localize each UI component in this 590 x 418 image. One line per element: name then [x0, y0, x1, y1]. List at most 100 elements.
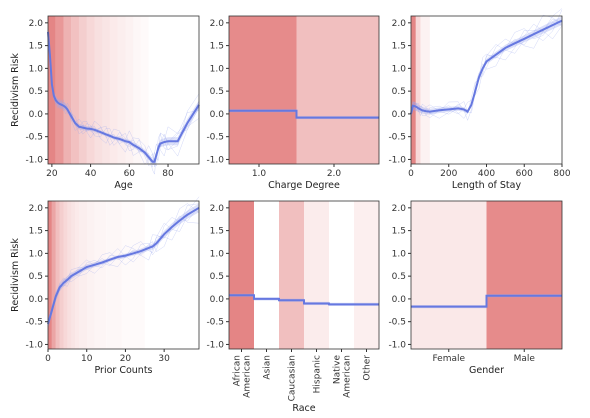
- y-tick-label: 1.0: [29, 249, 44, 259]
- x-tick-label: 200: [440, 169, 457, 179]
- y-tick-label: 0.0: [29, 110, 44, 120]
- bootstrap-trace: [410, 9, 563, 122]
- density-bin: [279, 201, 304, 349]
- x-tick-label-line: African: [233, 355, 243, 386]
- density-bin: [51, 201, 56, 349]
- density-bin: [229, 16, 297, 164]
- y-tick-label: 1.0: [29, 64, 44, 74]
- density-bin: [59, 201, 64, 349]
- x-tick-label: NativeAmerican: [333, 355, 353, 398]
- density-bin: [94, 201, 107, 349]
- y-tick-label: 1.0: [392, 64, 407, 74]
- x-axis-label: Age: [114, 180, 133, 191]
- density-bin: [86, 16, 95, 164]
- density-bin: [411, 16, 416, 164]
- density-bin: [354, 201, 379, 349]
- x-tick-label: 0: [408, 169, 414, 179]
- x-tick-label: 60: [124, 169, 136, 179]
- density-bin: [420, 16, 430, 164]
- panel-race: AfricanAmerican Asian Caucasian Hispanic Nat…: [206, 200, 380, 414]
- confidence-band: [48, 27, 199, 166]
- panel-age: 20 40 60 80 -1.0 -0.5 0.0 0.5 1.0 1.5 2.0 Age Recidi…: [10, 15, 200, 191]
- y-tick-label: 0.5: [210, 87, 224, 97]
- shape-function-line: [47, 206, 200, 325]
- density-bin: [102, 16, 110, 164]
- x-tick-label-line: Asian: [263, 355, 273, 380]
- x-tick-label: 0: [45, 354, 51, 364]
- bootstrap-trace: [410, 22, 563, 117]
- y-tick-label: 0.5: [392, 87, 406, 97]
- y-tick-label: 0.5: [392, 272, 406, 282]
- x-tick-label-line: American: [343, 355, 353, 398]
- y-tick-label: 1.0: [210, 64, 225, 74]
- density-bin: [117, 16, 126, 164]
- density-bin: [78, 16, 87, 164]
- panel-length-of-stay: 0 200 400 600 800 -1.0 -0.5 0.0 0.5 1.0 1.5 2.0 Leng…: [388, 8, 571, 191]
- y-tick-label: 2.0: [210, 19, 225, 29]
- density-bin: [486, 201, 562, 349]
- y-tick-label: 0.0: [392, 295, 407, 305]
- y-tick-label: 1.0: [392, 249, 407, 259]
- y-tick-label: 0.0: [210, 110, 225, 120]
- x-tick-label: 800: [553, 169, 570, 179]
- x-tick-label-line: Other: [363, 355, 373, 381]
- y-tick-label: 2.0: [392, 19, 407, 29]
- x-tick-label: Asian: [263, 355, 273, 380]
- y-tick-label: -1.0: [206, 340, 224, 350]
- density-bin: [94, 16, 103, 164]
- y-tick-label: -1.0: [388, 155, 406, 165]
- y-axis-label: Recidivism Risk: [10, 53, 21, 127]
- density-bin: [304, 201, 329, 349]
- density-bin: [48, 201, 52, 349]
- density-bin: [122, 201, 145, 349]
- density-bin: [106, 201, 122, 349]
- y-tick-label: 1.5: [29, 227, 43, 237]
- bootstrap-trace: [410, 8, 563, 119]
- y-tick-label: -1.0: [388, 340, 406, 350]
- shape-function-step: [229, 294, 379, 306]
- x-tick-label: 10: [81, 354, 93, 364]
- y-tick-label: 0.0: [392, 110, 407, 120]
- x-tick-label: 40: [85, 169, 97, 179]
- x-tick-label: 400: [478, 169, 495, 179]
- density-bin: [63, 16, 72, 164]
- confidence-band: [411, 16, 562, 119]
- density-bin: [71, 16, 79, 164]
- density-bin: [133, 16, 141, 164]
- y-axis-label: Recidivism Risk: [10, 238, 21, 312]
- shape-function-line: [47, 31, 200, 163]
- axes-frame: [47, 200, 200, 350]
- density-bin: [55, 16, 64, 164]
- density-bin: [78, 201, 87, 349]
- x-axis-label: Gender: [469, 365, 504, 376]
- y-tick-label: 2.0: [392, 204, 407, 214]
- shape-function-step: [229, 109, 379, 119]
- density-bin: [75, 201, 79, 349]
- shape-function-step: [411, 294, 562, 308]
- bootstrap-trace: [47, 203, 200, 323]
- x-tick-label: 20: [46, 169, 58, 179]
- density-bin: [63, 201, 68, 349]
- density-bin: [296, 16, 379, 164]
- x-tick-label: Hispanic: [313, 355, 323, 393]
- y-tick-label: 1.5: [210, 227, 224, 237]
- density-bin: [141, 16, 149, 164]
- y-tick-label: 2.0: [29, 204, 44, 214]
- axes-frame: [228, 15, 380, 165]
- density-bin: [125, 16, 134, 164]
- x-axis-label: Prior Counts: [94, 365, 152, 376]
- axes-frame: [410, 200, 563, 350]
- x-tick-label: Male: [514, 354, 536, 364]
- x-tick-label-line: American: [243, 355, 253, 398]
- density-bin: [109, 16, 118, 164]
- axes-frame: [228, 200, 380, 350]
- y-tick-label: -1.0: [25, 155, 43, 165]
- y-tick-label: 1.5: [392, 42, 406, 52]
- x-axis-label: Length of Stay: [452, 180, 522, 191]
- y-tick-label: 1.5: [392, 227, 406, 237]
- x-tick-label: 30: [158, 354, 170, 364]
- panel-gender: Female Male -1.0 -0.5 0.0 0.5 1.0 1.5 2.0 Gender: [388, 200, 563, 376]
- y-tick-label: -0.5: [206, 318, 224, 328]
